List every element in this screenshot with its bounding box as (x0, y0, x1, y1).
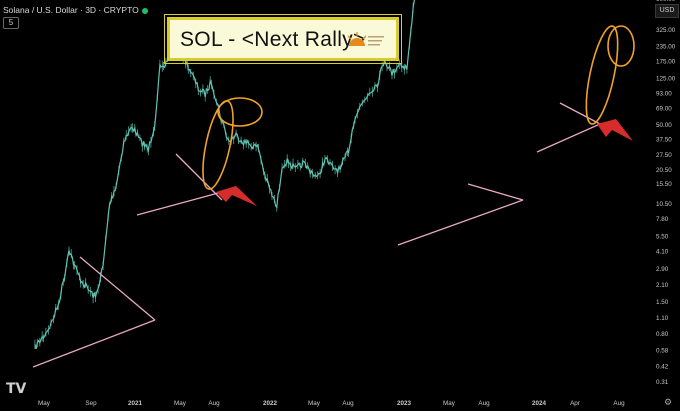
x-tick-label: 2021 (128, 400, 143, 407)
y-tick-label: 235.00 (656, 44, 676, 51)
x-tick-label: 2024 (532, 400, 547, 407)
y-tick-label: 600.00 (656, 0, 676, 3)
triangle-pattern-2023 (397, 183, 524, 246)
tradingview-logo-icon[interactable]: TV (6, 381, 27, 397)
currency-button[interactable]: USD (655, 4, 679, 18)
y-tick-label: 5.50 (656, 234, 669, 241)
x-tick-label: Aug (208, 400, 220, 407)
y-tick-label: 4.10 (656, 248, 669, 255)
x-tick-label: May (38, 400, 51, 407)
y-tick-label: 0.58 (656, 347, 669, 354)
triangle-pattern-2024 (536, 102, 601, 153)
top-ellipse-2021 (217, 97, 263, 127)
x-tick-label: Apr (570, 400, 580, 407)
y-tick-label: 175.00 (656, 58, 676, 65)
live-status-dot-icon (141, 7, 148, 14)
y-tick-label: 37.50 (656, 136, 672, 143)
y-tick-label: 2.10 (656, 282, 669, 289)
y-tick-label: 1.50 (656, 299, 669, 306)
y-tick-label: 93.00 (656, 90, 672, 97)
symbol-header[interactable]: Solana / U.S. Dollar · 3D · CRYPTO (3, 5, 148, 15)
symbol-title: Solana / U.S. Dollar · 3D · CRYPTO (3, 5, 139, 15)
x-tick-label: Aug (613, 400, 625, 407)
x-tick-label: May (174, 400, 187, 407)
chart-title: SOL - <Next Rally> (180, 28, 366, 51)
y-tick-label: 15.50 (656, 181, 672, 188)
breakout-arrow-2021 (216, 186, 257, 206)
y-tick-label: 20.50 (656, 167, 672, 174)
x-axis[interactable]: May Sep 2021 May Aug 2022 May Aug 2023 May Aug 2024… (38, 400, 625, 407)
price-line-layer (34, 0, 415, 350)
y-tick-label: 27.50 (656, 152, 672, 159)
title-banner: SOL - <Next Rally> (164, 14, 402, 64)
x-tick-label: 2023 (397, 400, 412, 407)
interval-badge[interactable]: 5 (3, 17, 19, 29)
annotation-layer (32, 25, 635, 368)
y-tick-label: 125.00 (656, 75, 676, 82)
y-tick-label: 0.80 (656, 331, 669, 338)
triangle-pattern-2020 (32, 256, 156, 368)
x-tick-label: 2022 (263, 400, 278, 407)
breakout-arrow-2024 (597, 119, 633, 141)
x-tick-label: Aug (342, 400, 354, 407)
y-tick-label: 0.31 (656, 379, 669, 386)
x-tick-label: May (443, 400, 456, 407)
y-tick-label: 50.00 (656, 122, 672, 129)
x-tick-label: Aug (478, 400, 490, 407)
price-series-line (34, 0, 415, 350)
chart-settings-gear-icon[interactable]: ⚙ (664, 398, 673, 408)
y-tick-label: 0.42 (656, 364, 669, 371)
y-tick-label: 2.90 (656, 266, 669, 273)
y-tick-label: 7.80 (656, 216, 669, 223)
y-tick-label: 10.50 (656, 201, 672, 208)
sun-rays-logo-icon (347, 32, 384, 46)
y-axis[interactable]: 1600.001150.00830.00600.00445.00325.0023… (656, 0, 679, 386)
x-tick-label: May (308, 400, 321, 407)
x-tick-label: Sep (85, 400, 97, 407)
triangle-pattern-2021 (136, 153, 223, 216)
y-tick-label: 69.00 (656, 106, 672, 113)
y-tick-label: 325.00 (656, 27, 676, 34)
y-tick-label: 1.10 (656, 315, 669, 322)
breakout-ellipse-2024 (585, 25, 619, 125)
top-ellipse-2024 (607, 25, 635, 67)
